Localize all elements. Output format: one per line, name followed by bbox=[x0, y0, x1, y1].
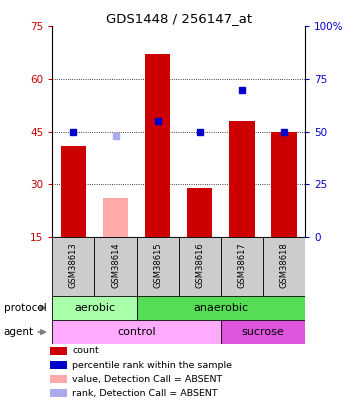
Text: sucrose: sucrose bbox=[242, 327, 284, 337]
FancyBboxPatch shape bbox=[263, 237, 305, 296]
Text: rank, Detection Call = ABSENT: rank, Detection Call = ABSENT bbox=[72, 389, 218, 398]
Bar bbox=[145, 54, 170, 237]
Text: control: control bbox=[117, 327, 156, 337]
Text: GSM38613: GSM38613 bbox=[69, 242, 78, 288]
FancyBboxPatch shape bbox=[136, 237, 179, 296]
Text: count: count bbox=[72, 346, 99, 356]
Bar bbox=[50, 361, 68, 369]
Text: GSM38616: GSM38616 bbox=[195, 242, 204, 288]
Text: GSM38618: GSM38618 bbox=[279, 242, 288, 288]
Bar bbox=[50, 347, 68, 355]
Text: protocol: protocol bbox=[4, 303, 46, 313]
FancyBboxPatch shape bbox=[221, 237, 263, 296]
Bar bbox=[50, 375, 68, 383]
Bar bbox=[187, 188, 212, 237]
Title: GDS1448 / 256147_at: GDS1448 / 256147_at bbox=[106, 12, 252, 25]
Bar bbox=[50, 389, 68, 397]
FancyBboxPatch shape bbox=[95, 237, 136, 296]
FancyBboxPatch shape bbox=[52, 237, 95, 296]
FancyBboxPatch shape bbox=[221, 320, 305, 344]
Bar bbox=[103, 198, 128, 237]
Text: GSM38617: GSM38617 bbox=[238, 242, 246, 288]
Text: agent: agent bbox=[4, 327, 34, 337]
Bar bbox=[61, 146, 86, 237]
Text: percentile rank within the sample: percentile rank within the sample bbox=[72, 360, 232, 370]
FancyBboxPatch shape bbox=[52, 296, 136, 320]
Bar bbox=[271, 132, 297, 237]
Text: aerobic: aerobic bbox=[74, 303, 115, 313]
Text: value, Detection Call = ABSENT: value, Detection Call = ABSENT bbox=[72, 375, 222, 384]
FancyBboxPatch shape bbox=[52, 320, 221, 344]
Text: GSM38614: GSM38614 bbox=[111, 242, 120, 288]
FancyBboxPatch shape bbox=[179, 237, 221, 296]
Text: anaerobic: anaerobic bbox=[193, 303, 248, 313]
FancyBboxPatch shape bbox=[136, 296, 305, 320]
Bar bbox=[229, 121, 255, 237]
Text: GSM38615: GSM38615 bbox=[153, 242, 162, 288]
